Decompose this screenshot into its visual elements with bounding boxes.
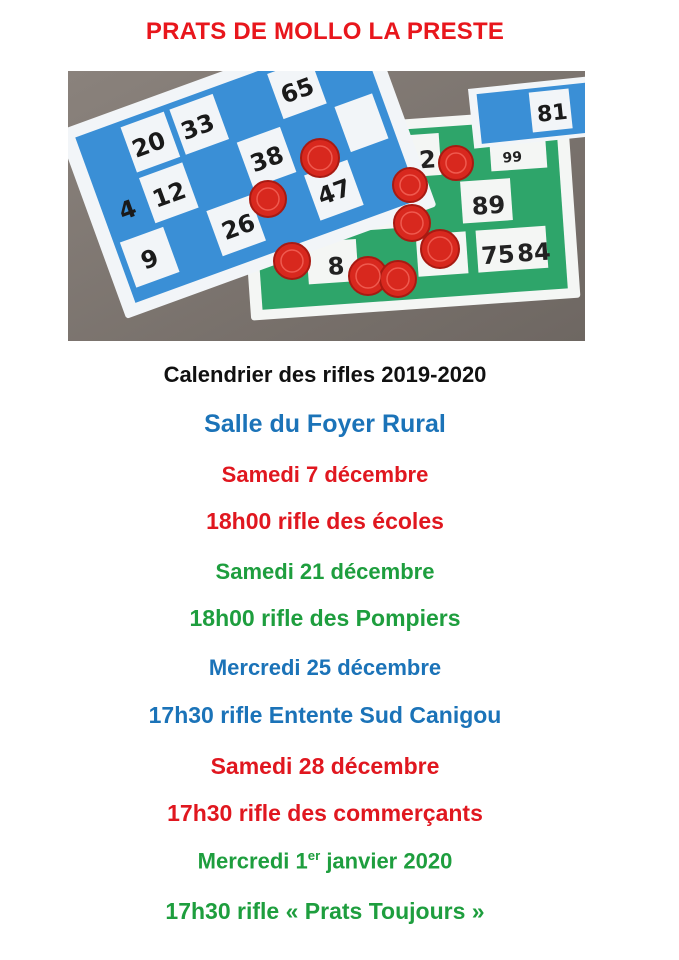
- venue: Salle du Foyer Rural: [204, 410, 446, 438]
- event-date-superscript: er: [307, 848, 321, 863]
- event-title: 18h00 rifle des écoles: [206, 508, 444, 534]
- green-card-number: 89: [471, 191, 506, 221]
- bingo-photo: 62 47 89 75 84 8 99 36: [68, 71, 585, 341]
- event-title: 18h00 rifle des Pompiers: [189, 605, 461, 631]
- event-date-prefix: Mercredi 1: [197, 848, 308, 874]
- event-date: Samedi 28 décembre: [210, 753, 440, 779]
- event-date: Mercredi 1er janvier 2020: [0, 848, 650, 874]
- event-date-suffix: janvier 2020: [320, 848, 453, 874]
- card-number: 81: [536, 100, 569, 128]
- event-title: 17h30 rifle des commerçants: [167, 800, 483, 826]
- green-card-number: 8: [327, 252, 346, 281]
- calendar-heading: Calendrier des rifles 2019-2020: [163, 362, 487, 387]
- green-card-number: 75: [480, 240, 515, 270]
- event-date: Samedi 7 décembre: [221, 462, 429, 487]
- green-card-number: 84: [516, 238, 551, 268]
- event-title: 17h30 rifle « Prats Toujours »: [165, 898, 485, 924]
- event-date: Mercredi 25 décembre: [208, 655, 442, 680]
- event-title: 17h30 rifle Entente Sud Canigou: [148, 702, 502, 728]
- event-date: Samedi 21 décembre: [215, 559, 435, 584]
- green-card-number: 99: [502, 149, 523, 166]
- page-title: PRATS DE MOLLO LA PRESTE: [145, 18, 505, 45]
